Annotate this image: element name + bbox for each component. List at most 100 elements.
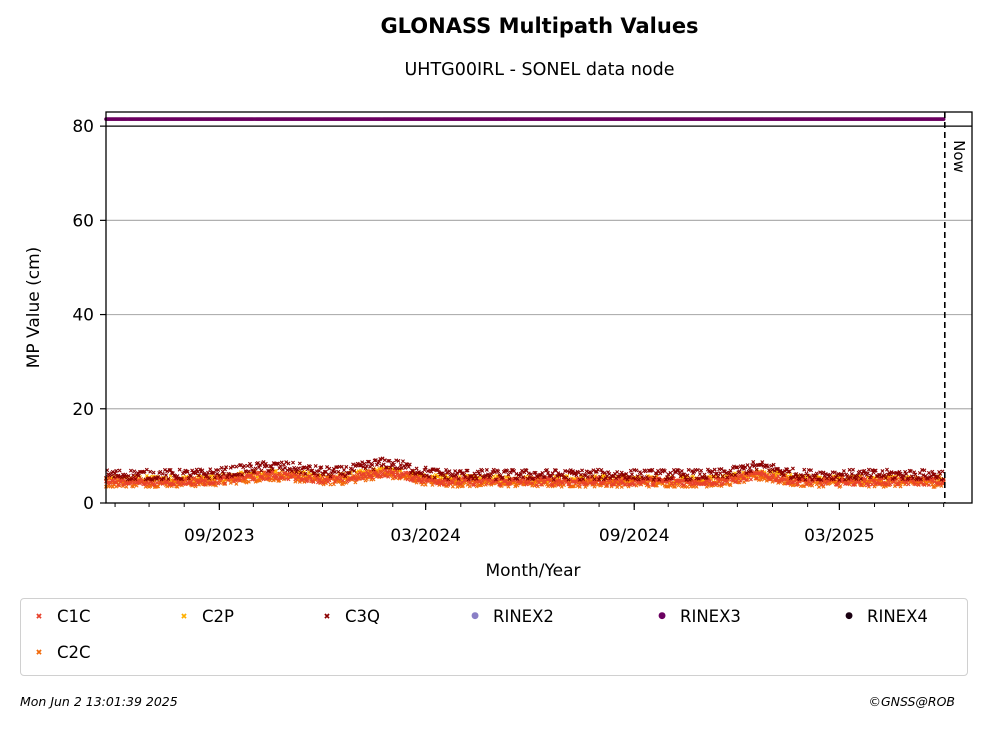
data-point <box>518 471 523 476</box>
data-point <box>363 466 368 471</box>
legend-label: C2C <box>57 643 91 662</box>
data-point <box>702 481 707 486</box>
data-point <box>801 473 806 478</box>
data-point <box>670 473 675 478</box>
data-point <box>556 471 561 476</box>
y-tick-label: 40 <box>72 306 94 326</box>
data-point <box>912 470 917 475</box>
data-point <box>210 470 215 475</box>
data-point <box>847 467 852 472</box>
data-point <box>496 469 501 474</box>
data-point <box>260 475 265 480</box>
data-point <box>251 469 256 474</box>
data-point <box>436 478 441 483</box>
data-point <box>359 473 364 478</box>
data-point <box>890 476 895 481</box>
legend-label: RINEX2 <box>493 607 554 626</box>
now-label: Now <box>950 140 968 173</box>
data-point <box>136 478 141 483</box>
data-point <box>745 463 750 468</box>
data-point <box>634 468 639 473</box>
data-point <box>857 480 862 485</box>
y-tick-label: 20 <box>72 400 94 420</box>
data-point <box>252 477 257 482</box>
data-point <box>580 468 585 473</box>
data-point <box>805 473 810 478</box>
data-point <box>620 472 625 477</box>
data-point <box>837 477 842 482</box>
data-point <box>202 482 207 487</box>
data-point <box>294 469 299 474</box>
data-point <box>291 460 296 465</box>
data-point <box>403 465 408 470</box>
data-point <box>929 473 934 478</box>
data-point <box>473 473 478 478</box>
x-marker-icon: ✖ <box>323 611 331 621</box>
data-point <box>803 477 808 482</box>
data-point <box>540 470 545 475</box>
data-point <box>266 468 271 473</box>
data-point <box>413 471 418 476</box>
data-point <box>236 476 241 481</box>
data-point <box>453 475 458 480</box>
data-point <box>709 482 714 487</box>
data-point <box>411 478 416 483</box>
data-point <box>760 460 765 465</box>
data-point <box>884 467 889 472</box>
data-point <box>373 471 378 476</box>
data-point <box>352 468 357 473</box>
data-point <box>843 477 848 482</box>
data-point <box>771 462 776 467</box>
data-point <box>370 475 375 480</box>
data-point <box>863 476 868 481</box>
data-point <box>925 476 930 481</box>
data-point <box>662 468 667 473</box>
data-point <box>224 465 229 470</box>
data-point <box>135 471 140 476</box>
data-point <box>155 484 159 489</box>
data-point <box>594 469 599 474</box>
data-point <box>521 475 526 480</box>
data-point <box>480 468 485 473</box>
credit: ©GNSS@ROB <box>868 694 955 709</box>
data-point <box>247 461 252 466</box>
data-point <box>427 474 432 479</box>
data-point <box>921 473 926 478</box>
data-point <box>632 482 637 487</box>
data-point <box>368 469 373 474</box>
data-point <box>359 463 364 468</box>
dot-marker-icon: ● <box>845 611 853 621</box>
data-point <box>769 463 774 468</box>
legend-item-c2c: ✖ C2C <box>29 643 91 662</box>
data-point <box>423 465 428 470</box>
data-point <box>636 480 641 485</box>
data-point <box>646 484 651 489</box>
data-point <box>311 471 316 476</box>
data-point <box>869 473 874 478</box>
data-point <box>179 477 184 482</box>
data-point <box>437 470 442 475</box>
data-point <box>675 468 680 472</box>
data-point <box>531 476 536 481</box>
data-point <box>390 470 395 475</box>
data-point <box>203 479 208 484</box>
data-point <box>903 469 908 474</box>
data-point <box>147 476 152 481</box>
data-point <box>493 477 498 482</box>
data-point <box>922 482 927 487</box>
data-point <box>702 472 707 477</box>
data-point <box>725 479 730 484</box>
data-point <box>114 484 119 489</box>
data-point <box>396 473 401 478</box>
data-point <box>759 462 764 467</box>
data-point <box>331 482 336 487</box>
data-point <box>841 468 846 473</box>
data-point <box>305 478 310 483</box>
data-point <box>699 468 704 473</box>
y-tick-label: 0 <box>83 494 94 514</box>
data-point <box>581 476 586 481</box>
data-point <box>424 473 429 478</box>
data-point <box>577 477 582 482</box>
data-point <box>896 472 901 477</box>
data-point <box>728 475 733 480</box>
